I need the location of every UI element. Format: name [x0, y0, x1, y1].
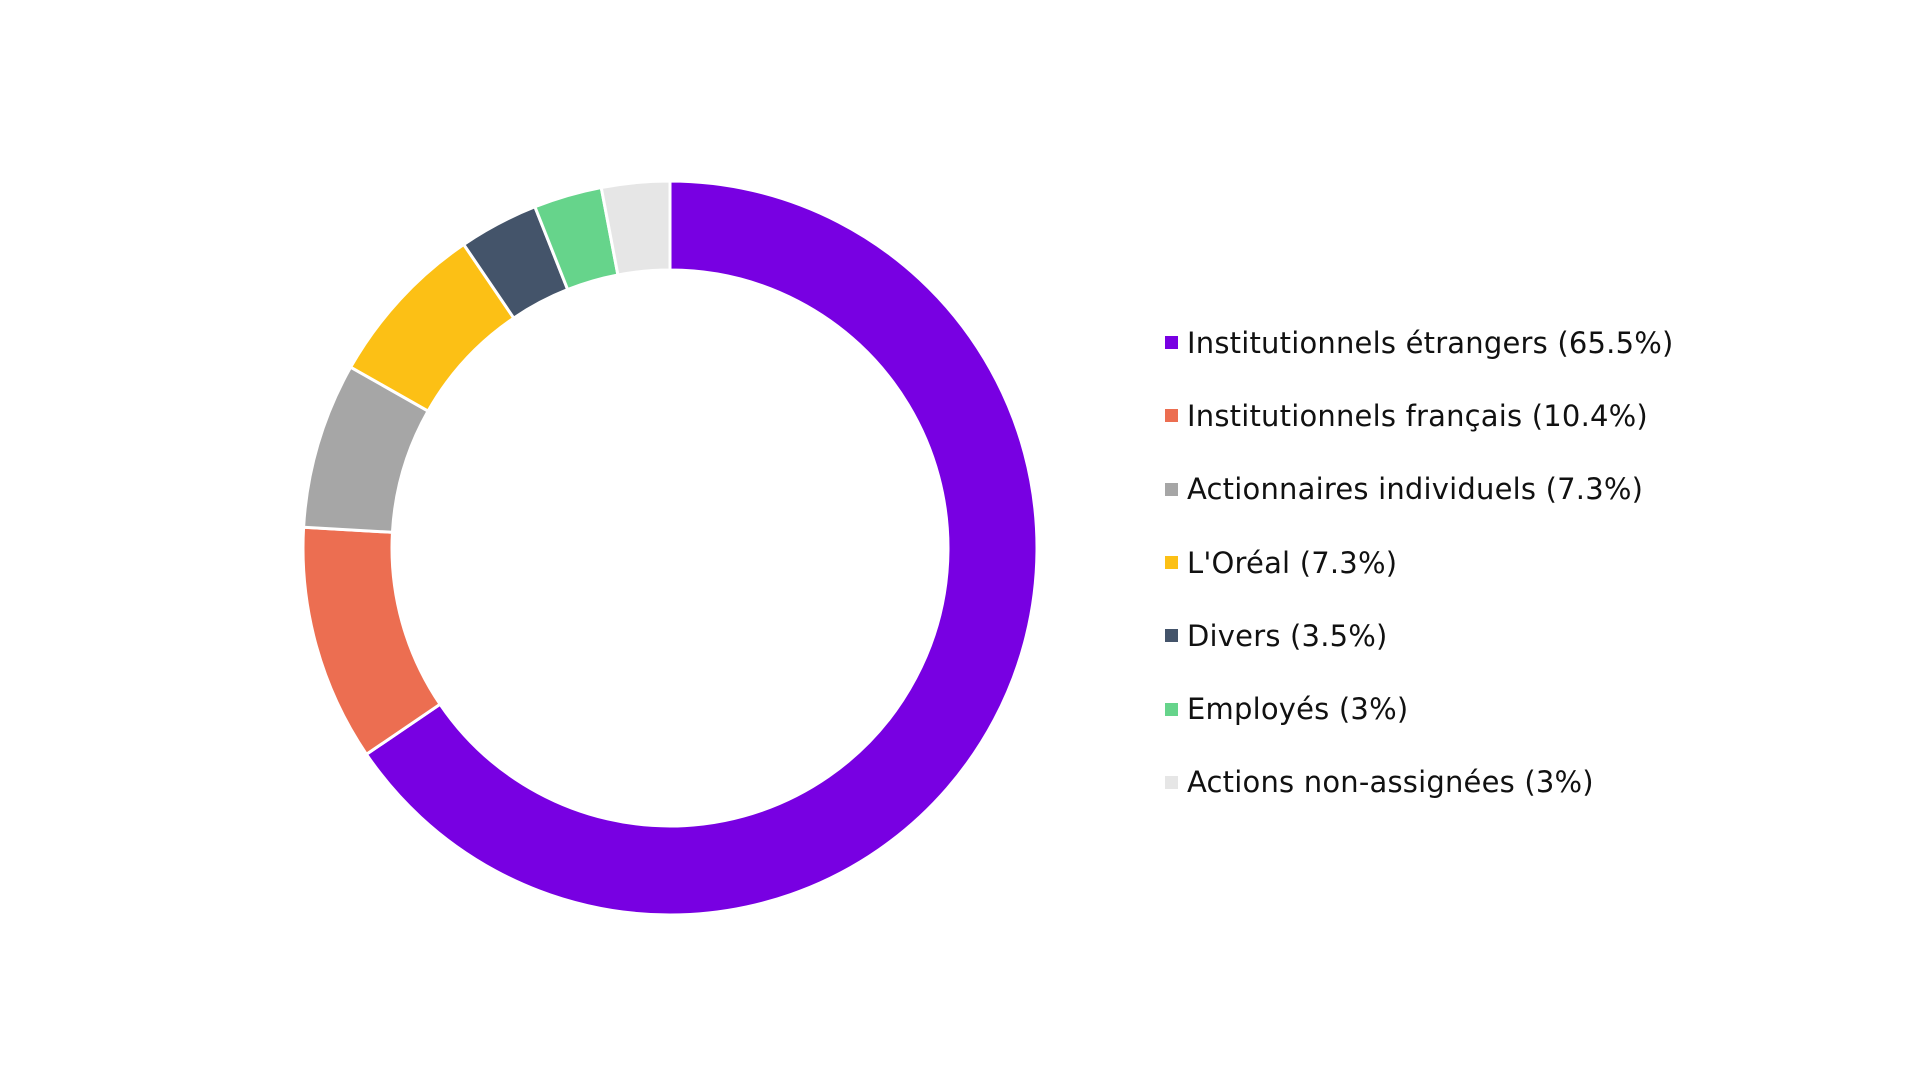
legend-item-actions-non-assignees: Actions non-assignées (3%)	[1165, 746, 1674, 819]
donut-segment-institutionnels-etrangers	[364, 179, 1039, 917]
legend-label: L'Oréal (7.3%)	[1187, 545, 1398, 580]
legend-swatch-icon	[1165, 702, 1178, 716]
legend: Institutionnels étrangers (65.5%) Instit…	[1165, 306, 1674, 819]
legend-label: Employés (3%)	[1187, 692, 1409, 727]
legend-label: Actions non-assignées (3%)	[1187, 765, 1594, 800]
legend-swatch-icon	[1165, 409, 1178, 423]
legend-swatch-icon	[1165, 482, 1178, 496]
legend-label: Divers (3.5%)	[1187, 618, 1388, 653]
legend-label: Actionnaires individuels (7.3%)	[1187, 472, 1644, 507]
legend-swatch-icon	[1165, 629, 1178, 643]
legend-item-divers: Divers (3.5%)	[1165, 599, 1674, 672]
legend-label: Institutionnels étrangers (65.5%)	[1187, 325, 1674, 360]
legend-item-actionnaires-individuels: Actionnaires individuels (7.3%)	[1165, 453, 1674, 526]
legend-swatch-icon	[1165, 336, 1178, 350]
legend-swatch-icon	[1165, 556, 1178, 570]
legend-item-employes: Employés (3%)	[1165, 672, 1674, 745]
legend-item-loreal: L'Oréal (7.3%)	[1165, 526, 1674, 599]
legend-item-institutionnels-etrangers: Institutionnels étrangers (65.5%)	[1165, 306, 1674, 379]
donut-segment-actions-non-assignees	[599, 179, 672, 277]
legend-label: Institutionnels français (10.4%)	[1187, 398, 1648, 433]
legend-item-institutionnels-francais: Institutionnels français (10.4%)	[1165, 379, 1674, 452]
legend-swatch-icon	[1165, 775, 1178, 789]
